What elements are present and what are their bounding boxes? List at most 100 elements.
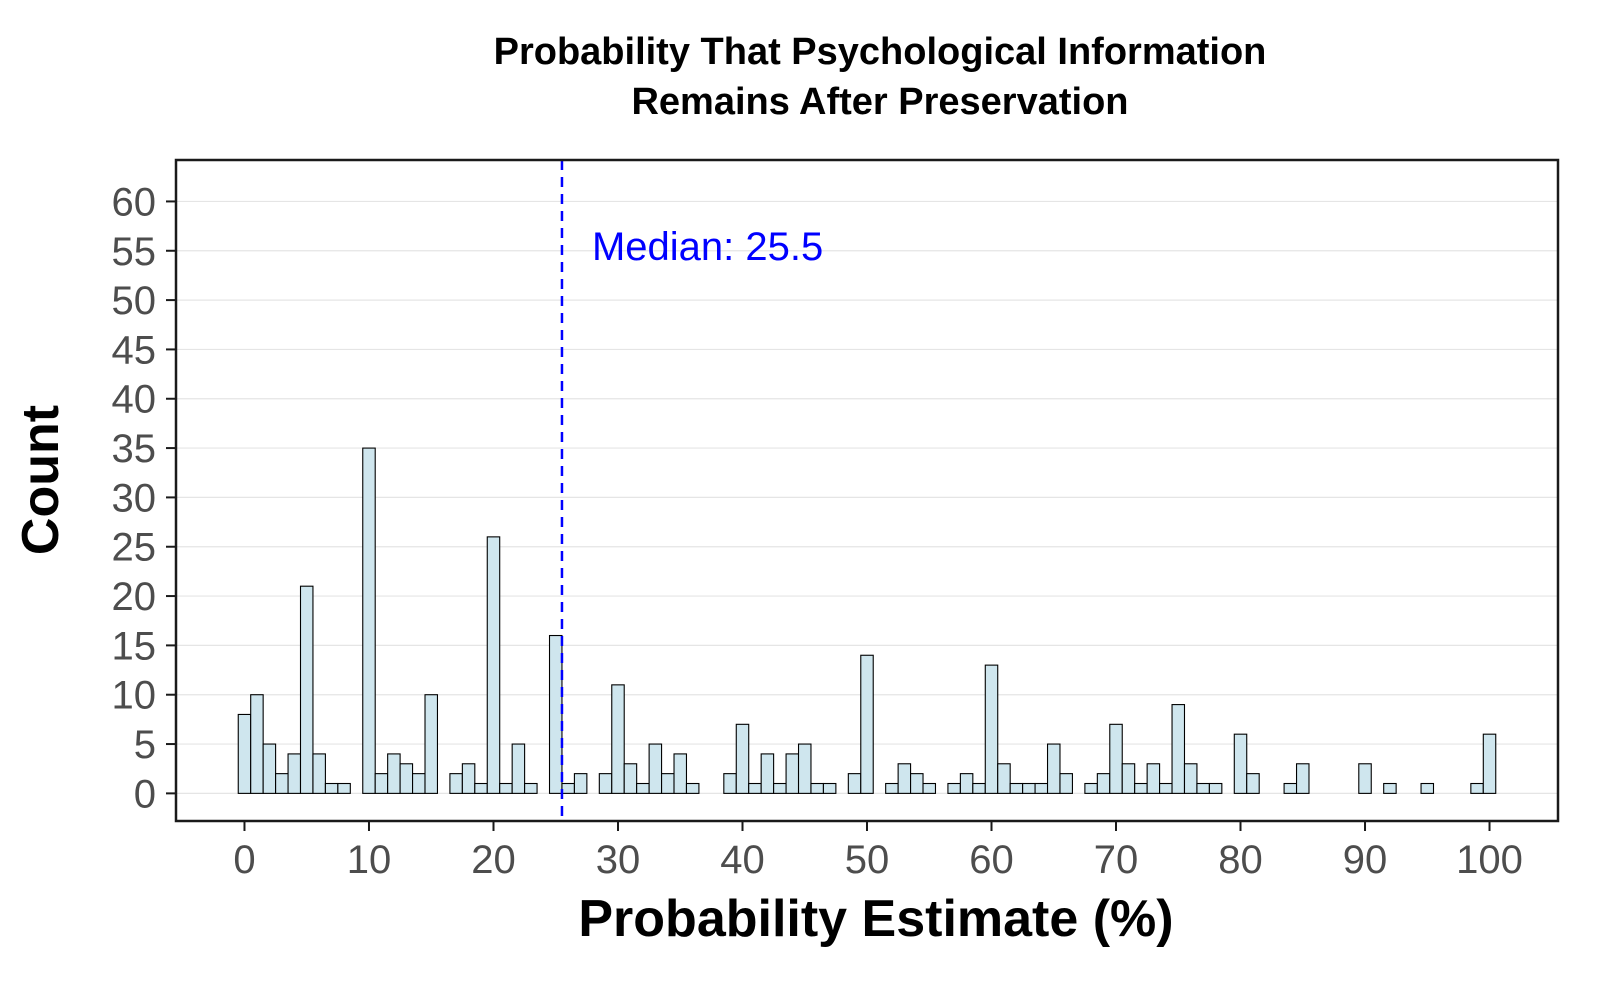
histogram-bar (548, 634, 563, 794)
histogram-bar (810, 782, 824, 794)
histogram-bar (237, 713, 252, 794)
histogram-bar (1383, 782, 1397, 794)
median-marker: Median: 25.5 (560, 160, 823, 821)
x-tick-label: 20 (471, 838, 516, 882)
histogram-bar (337, 782, 351, 794)
histogram-bar (847, 773, 862, 794)
histogram-bar (685, 782, 700, 794)
histogram-bar (474, 782, 488, 794)
histogram-bar (1159, 782, 1173, 794)
x-tick-label: 50 (845, 838, 890, 882)
y-tick-label: 20 (112, 575, 157, 619)
y-tick-label: 15 (112, 624, 157, 668)
histogram-bar (1208, 782, 1223, 794)
y-tick-label: 5 (134, 723, 156, 767)
histogram-bar (997, 763, 1011, 794)
histogram-bars (237, 447, 1497, 794)
y-tick-label: 45 (112, 328, 157, 372)
histogram-bar (1482, 733, 1497, 794)
histogram-bar (1109, 723, 1123, 794)
histogram-bar (424, 694, 439, 794)
histogram-bar (1470, 782, 1484, 794)
histogram-bar (1146, 763, 1161, 794)
histogram-bar (897, 763, 912, 794)
histogram-bar (499, 782, 513, 794)
histogram-bar (1171, 704, 1186, 794)
histogram-bar (785, 753, 800, 794)
histogram-bar (324, 782, 339, 794)
y-tick-label: 50 (112, 279, 157, 323)
x-tick-label: 10 (347, 838, 392, 882)
histogram-bar (1420, 782, 1435, 794)
histogram-bar (561, 782, 575, 794)
histogram-bar (984, 664, 999, 794)
y-tick-label: 10 (112, 674, 157, 718)
histogram-bar (598, 773, 613, 794)
histogram-bar (760, 753, 775, 794)
histogram-bar (797, 743, 812, 794)
histogram-bar (1034, 782, 1049, 794)
y-tick-label: 60 (112, 180, 157, 224)
x-tick-label: 100 (1456, 838, 1523, 882)
histogram-bar (1009, 782, 1024, 794)
y-tick-label: 35 (112, 427, 157, 471)
histogram-bar (299, 585, 314, 794)
chart-subtitle: Remains After Preservation (631, 81, 1128, 123)
chart-title: Probability That Psychological Informati… (494, 31, 1267, 73)
histogram-bar (1022, 782, 1036, 794)
histogram-bar (362, 447, 376, 794)
x-tick-label: 0 (233, 838, 255, 882)
gridlines (176, 200, 1558, 794)
histogram-bar (623, 763, 638, 794)
histogram-bar (860, 654, 874, 794)
histogram-bar (673, 753, 688, 794)
x-tick-label: 80 (1218, 838, 1263, 882)
histogram-bar (748, 782, 762, 794)
histogram-bar (822, 782, 837, 794)
histogram-bar (1084, 782, 1098, 794)
x-tick-label: 70 (1094, 838, 1139, 882)
histogram-bar (773, 782, 787, 794)
y-tick-label: 55 (112, 230, 157, 274)
histogram-bar (1134, 782, 1148, 794)
histogram-bar (524, 782, 538, 794)
histogram-bar (1196, 782, 1210, 794)
histogram-bar (1358, 763, 1372, 794)
y-tick-label: 0 (134, 772, 156, 816)
histogram-bar (1046, 743, 1061, 794)
histogram-bar (972, 782, 986, 794)
x-axis: 0 10 20 30 40 50 60 70 80 90 100 (233, 821, 1523, 882)
histogram-bar (947, 782, 961, 794)
x-tick-label: 60 (969, 838, 1014, 882)
histogram-bar (959, 773, 974, 794)
histogram-bar (275, 773, 289, 794)
y-axis-title: Count (12, 405, 70, 555)
histogram-bar (1295, 763, 1310, 794)
histogram-bar (1121, 763, 1136, 794)
histogram-bar (723, 773, 737, 794)
histogram-bar (461, 763, 476, 794)
x-tick-label: 90 (1343, 838, 1388, 882)
histogram-bar (922, 782, 937, 794)
histogram-bar (412, 773, 426, 794)
histogram-bar (648, 743, 663, 794)
histogram-bar (387, 753, 401, 794)
histogram-bar (636, 782, 650, 794)
histogram-bar (449, 773, 463, 794)
histogram-bar (262, 743, 277, 794)
histogram-bar (399, 763, 414, 794)
median-label: Median: 25.5 (592, 225, 823, 269)
y-tick-label: 25 (112, 526, 157, 570)
histogram-bar (1096, 773, 1111, 794)
x-tick-label: 40 (720, 838, 765, 882)
histogram-bar (1233, 733, 1248, 794)
histogram-bar (735, 723, 750, 794)
x-tick-label: 30 (596, 838, 641, 882)
histogram-bar (374, 773, 389, 794)
y-tick-label: 30 (112, 476, 157, 520)
histogram-bar (1059, 773, 1073, 794)
histogram-bar (312, 753, 326, 794)
histogram-bar (661, 773, 675, 794)
